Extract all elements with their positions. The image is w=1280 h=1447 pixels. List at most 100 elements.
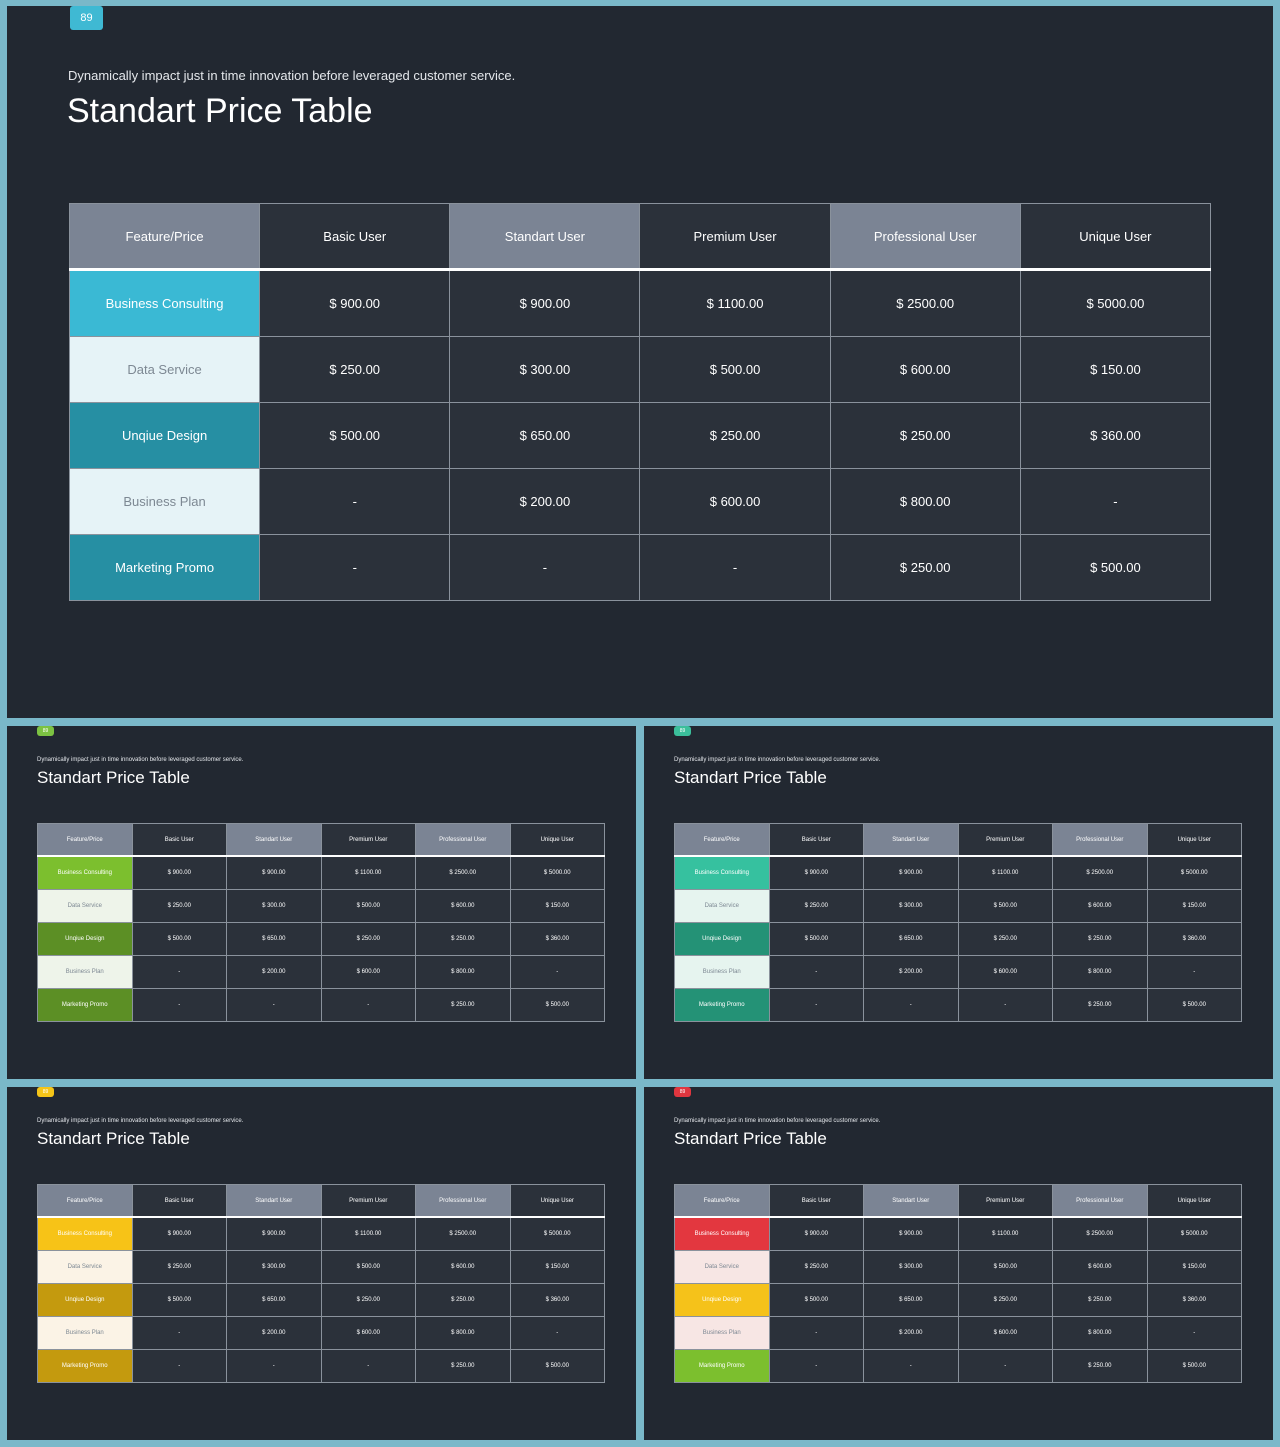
price-cell: $ 900.00 [131,855,227,890]
price-cell: $ 300.00 [226,889,322,923]
price-cell: $ 360.00 [509,922,605,956]
price-cell: - [509,955,605,989]
slide-thumbnail-teal[interactable]: 89 Dynamically impact just in time innov… [644,726,1273,1079]
price-cell: $ 250.00 [639,402,831,469]
feature-cell: Data Service [68,336,261,403]
table-row: Business Consulting $ 900.00 $ 900.00 $ 110… [37,1216,605,1251]
slide-subtitle: Dynamically impact just in time innovati… [674,1118,881,1124]
price-cell: $ 250.00 [957,1283,1053,1317]
slide-subtitle: Dynamically impact just in time innovati… [37,757,244,763]
column-header: Premium User [320,823,416,857]
price-cell: $ 500.00 [957,1250,1053,1284]
price-cell: $ 800.00 [1052,1316,1148,1350]
slide-title: Standart Price Table [37,1129,190,1148]
column-header: Unique User [509,823,605,857]
feature-cell: Marketing Promo [37,988,133,1022]
slide-thumbnail-red[interactable]: 89 Dynamically impact just in time innov… [644,1087,1273,1440]
price-cell: $ 600.00 [639,468,831,535]
price-cell: $ 2500.00 [415,855,511,890]
price-cell: $ 1100.00 [957,1216,1053,1251]
price-cell: $ 500.00 [131,1283,227,1317]
price-cell: $ 900.00 [259,269,451,337]
price-cell: $ 900.00 [768,1216,864,1251]
slide-thumbnail-yellow[interactable]: 89 Dynamically impact just in time innov… [7,1087,636,1440]
price-cell: $ 360.00 [1146,922,1242,956]
price-cell: $ 500.00 [768,1283,864,1317]
price-cell: - [226,988,322,1022]
price-cell: - [768,1349,864,1383]
price-table: Feature/Price Basic User Standart User Prem… [37,823,605,1022]
slide-thumbnail-green[interactable]: 89 Dynamically impact just in time innov… [7,726,636,1079]
price-cell: $ 250.00 [131,1250,227,1284]
price-cell: - [957,988,1053,1022]
price-cell: - [131,955,227,989]
price-cell: $ 500.00 [768,922,864,956]
table-row: Business Consulting $ 900.00 $ 900.00 $ 110… [37,855,605,890]
column-header: Basic User [768,823,864,857]
price-cell: $ 5000.00 [1146,1216,1242,1251]
feature-cell: Unqiue Design [37,922,133,956]
price-cell: $ 800.00 [829,468,1021,535]
column-header: Premium User [957,1184,1053,1218]
slide-title: Standart Price Table [67,92,373,130]
column-header: Feature/Price [674,1184,770,1218]
column-header: Feature/Price [37,1184,133,1218]
price-cell: $ 650.00 [863,922,959,956]
slide-number-badge: 89 [37,1087,54,1097]
price-cell: $ 1100.00 [320,855,416,890]
price-cell: $ 500.00 [320,889,416,923]
price-cell: $ 1100.00 [957,855,1053,890]
table-header-row: Feature/Price Basic User Standart User Prem… [674,1184,1242,1218]
feature-cell: Marketing Promo [68,534,261,601]
column-header: Premium User [639,203,831,271]
table-header-row: Feature/Price Basic User Standart User Prem… [68,203,1212,271]
price-cell: $ 200.00 [449,468,641,535]
table-row: Business Plan - $ 200.00 $ 600.00 $ 800.00- [37,1316,605,1350]
table-header-row: Feature/Price Basic User Standart User Prem… [37,823,605,857]
price-cell: - [1019,468,1212,535]
slide-title: Standart Price Table [674,1129,827,1148]
feature-cell: Marketing Promo [674,1349,770,1383]
feature-cell: Marketing Promo [37,1349,133,1383]
slide-subtitle: Dynamically impact just in time innovati… [674,757,881,763]
price-cell: $ 900.00 [226,855,322,890]
table-row: Data Service $ 250.00 $ 300.00 $ 500.00 $ 60… [674,889,1242,923]
price-cell: - [768,988,864,1022]
price-cell: $ 250.00 [415,988,511,1022]
price-cell: $ 600.00 [415,889,511,923]
price-cell: $ 1100.00 [320,1216,416,1251]
column-header: Premium User [320,1184,416,1218]
price-cell: $ 5000.00 [1146,855,1242,890]
price-cell: $ 900.00 [226,1216,322,1251]
table-row: Business Plan - $ 200.00 $ 600.00 $ 800.00- [674,955,1242,989]
price-cell: $ 250.00 [1052,922,1148,956]
price-cell: $ 800.00 [415,955,511,989]
feature-cell: Data Service [674,889,770,923]
feature-cell: Marketing Promo [674,988,770,1022]
price-cell: $ 600.00 [1052,1250,1148,1284]
column-header: Basic User [131,823,227,857]
column-header: Feature/Price [37,823,133,857]
price-cell: $ 500.00 [639,336,831,403]
column-header: Unique User [1146,823,1242,857]
feature-cell: Data Service [674,1250,770,1284]
price-cell: $ 250.00 [1052,988,1148,1022]
price-cell: $ 600.00 [829,336,1021,403]
table-row: Data Service $ 250.00 $ 300.00 $ 500.00 $ 60… [37,1250,605,1284]
price-cell: $ 250.00 [829,534,1021,601]
price-cell: - [957,1349,1053,1383]
price-cell: $ 500.00 [1019,534,1212,601]
slide-subtitle: Dynamically impact just in time innovati… [37,1118,244,1124]
table-row: Data Service $ 250.00 $ 300.00 $ 500.00 $ 60… [37,889,605,923]
price-cell: - [863,1349,959,1383]
table-header-row: Feature/Price Basic User Standart User Prem… [674,823,1242,857]
table-row: Marketing Promo - - - $ 250.00 $ 500.00 [674,988,1242,1022]
price-cell: $ 250.00 [768,1250,864,1284]
price-cell: - [768,1316,864,1350]
price-cell: $ 500.00 [957,889,1053,923]
slide-title: Standart Price Table [674,768,827,787]
table-row: Business Consulting $ 900.00 $ 900.00 $ 110… [674,1216,1242,1251]
price-cell: $ 360.00 [1019,402,1212,469]
column-header: Unique User [1019,203,1212,271]
column-header: Feature/Price [68,203,261,271]
